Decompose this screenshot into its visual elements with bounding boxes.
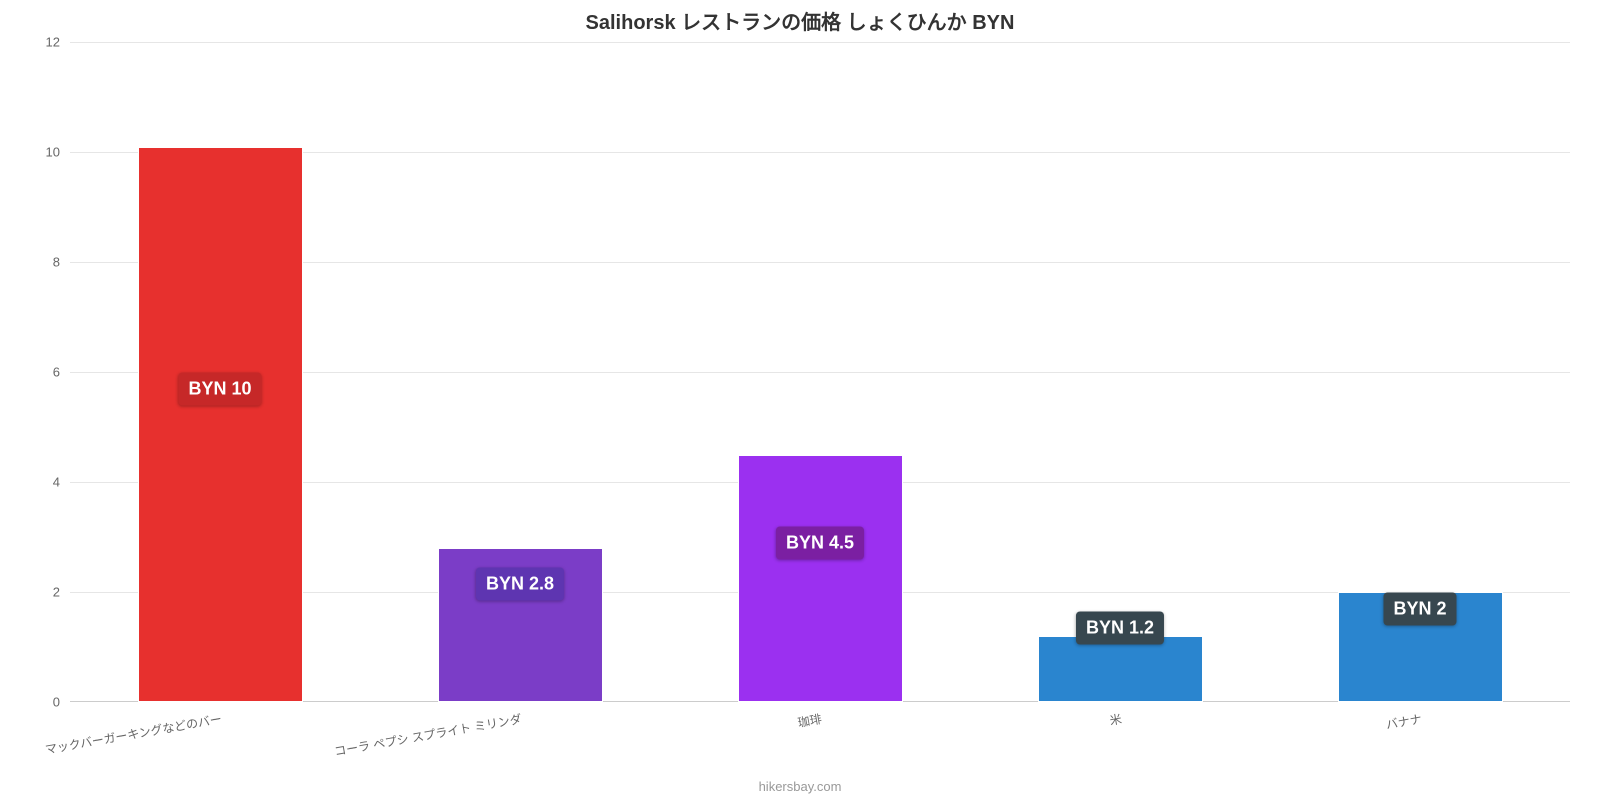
bar — [738, 455, 903, 703]
y-tick-label: 10 — [46, 145, 60, 160]
price-bar-chart: Salihorsk レストランの価格 しょくひんか BYN 024681012B… — [0, 0, 1600, 800]
y-tick-label: 6 — [53, 365, 60, 380]
value-badge: BYN 2.8 — [476, 567, 564, 600]
x-category-label: バナナ — [1385, 710, 1423, 733]
y-tick-label: 8 — [53, 255, 60, 270]
value-badge: BYN 10 — [178, 372, 261, 405]
value-badge: BYN 2 — [1383, 592, 1456, 625]
credit-text: hikersbay.com — [0, 779, 1600, 794]
plot-area: 024681012BYN 10マックバーガーキングなどのバーBYN 2.8コーラ… — [70, 42, 1570, 702]
bar — [138, 147, 303, 703]
chart-title: Salihorsk レストランの価格 しょくひんか BYN — [0, 6, 1600, 35]
bar — [1038, 636, 1203, 702]
x-category-label: 珈琲 — [796, 710, 823, 731]
y-tick-label: 2 — [53, 585, 60, 600]
y-tick-label: 0 — [53, 695, 60, 710]
x-category-label: コーラ ペプシ スプライト ミリンダ — [333, 710, 523, 760]
grid-line — [70, 42, 1570, 43]
y-tick-label: 4 — [53, 475, 60, 490]
value-badge: BYN 4.5 — [776, 526, 864, 559]
x-category-label: 米 — [1108, 710, 1123, 729]
value-badge: BYN 1.2 — [1076, 611, 1164, 644]
y-tick-label: 12 — [46, 35, 60, 50]
x-category-label: マックバーガーキングなどのバー — [44, 710, 223, 758]
